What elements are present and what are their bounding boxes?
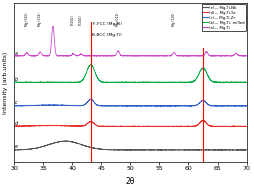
Text: b: b bbox=[15, 77, 18, 82]
Legend: (e)— Mg-Ti-Nb, (d)— Mg-Ti-Sc, (c)— Mg-Ti-Zr, (b)— Mg-Ti- milled, (a)— Mg-Ti: (e)— Mg-Ti-Nb, (d)— Mg-Ti-Sc, (c)— Mg-Ti… bbox=[202, 4, 246, 31]
Text: B-BCC (Mg-Ti): B-BCC (Mg-Ti) bbox=[92, 33, 122, 37]
Text: e: e bbox=[15, 144, 18, 149]
Text: Mg (002): Mg (002) bbox=[38, 13, 42, 26]
Text: a: a bbox=[15, 50, 18, 56]
Text: c: c bbox=[15, 100, 18, 105]
Y-axis label: Intensity (arb.units): Intensity (arb.units) bbox=[4, 52, 8, 114]
Text: F-FCC (Mg-Ti): F-FCC (Mg-Ti) bbox=[92, 22, 122, 26]
Text: Mg (103): Mg (103) bbox=[204, 13, 209, 26]
Text: Ti(001): Ti(001) bbox=[79, 15, 83, 26]
Text: d: d bbox=[15, 121, 18, 126]
Text: Mg (012): Mg (012) bbox=[116, 13, 120, 26]
Text: Mg (110): Mg (110) bbox=[172, 13, 176, 26]
X-axis label: 2θ: 2θ bbox=[126, 177, 135, 186]
Text: Mg (010): Mg (010) bbox=[25, 13, 29, 26]
Text: Mg (112): Mg (112) bbox=[234, 13, 238, 26]
Text: Ti(002): Ti(002) bbox=[71, 15, 75, 26]
